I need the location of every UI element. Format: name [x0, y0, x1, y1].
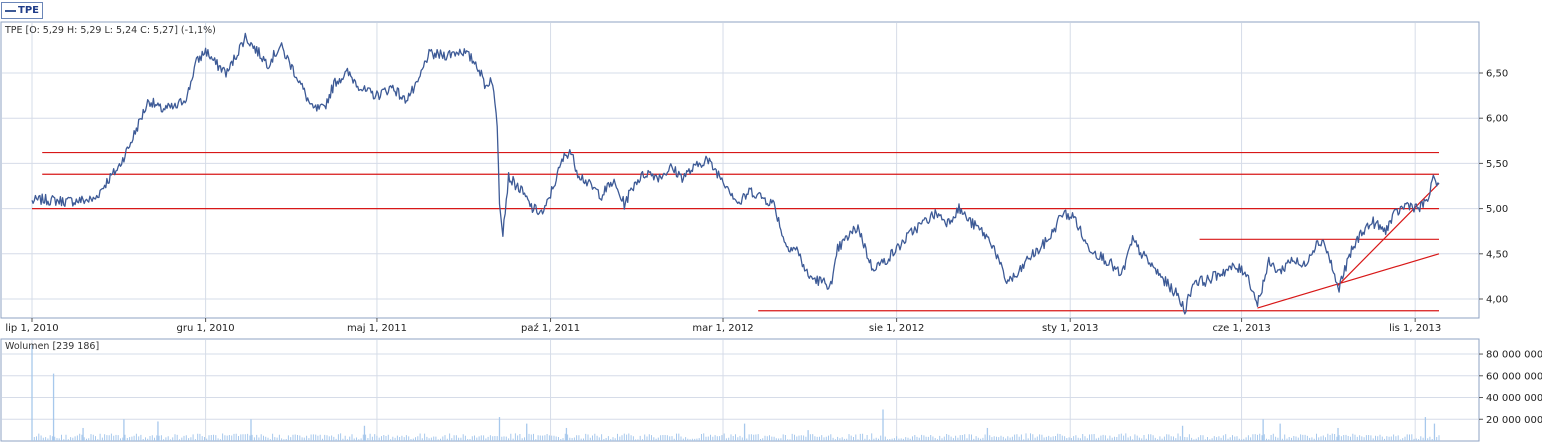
x-tick-label: sie 1, 2012 — [869, 323, 925, 334]
price-line — [31, 32, 1440, 315]
price-y-tick-label: 6,00 — [1486, 114, 1508, 125]
x-tick-label: cze 1, 2013 — [1212, 323, 1270, 334]
volume-bars — [31, 345, 1440, 441]
x-tick-label: maj 1, 2011 — [347, 323, 407, 334]
x-tick-label: sty 1, 2013 — [1042, 323, 1098, 334]
price-y-axis: 4,00 4,50 5,00 5,50 6,00 6,50 — [1479, 69, 1508, 306]
volume-y-tick-label: 60 000 000 — [1486, 371, 1542, 382]
price-info-label: TPE [O: 5,29 H: 5,29 L: 5,24 C: 5,27] (-… — [4, 25, 216, 36]
legend[interactable]: TPE — [1, 2, 43, 19]
trendline — [1257, 253, 1440, 309]
price-plot-frame — [0, 21, 1480, 319]
legend-swatch — [5, 9, 16, 12]
price-panel: 4,00 4,50 5,00 5,50 6,00 6,50 lip 1, 2010 gru … — [0, 21, 1508, 334]
volume-y-axis: 20 000 000 40 000 000 60 000 000 80 000 000 — [1479, 350, 1542, 426]
x-tick-label: paź 1, 2011 — [521, 322, 580, 334]
x-tick-label: gru 1, 2010 — [177, 323, 235, 334]
price-y-tick-label: 4,50 — [1486, 249, 1508, 260]
x-tick-label: mar 1, 2012 — [692, 323, 753, 334]
volume-plot-frame — [0, 338, 1480, 442]
volume-info-label: Wolumen [239 186] — [5, 341, 99, 352]
volume-y-tick-label: 20 000 000 — [1486, 415, 1542, 426]
price-y-tick-label: 5,50 — [1486, 159, 1508, 170]
volume-y-tick-label: 40 000 000 — [1486, 393, 1542, 404]
price-series — [31, 32, 1440, 315]
price-y-tick-label: 5,00 — [1486, 204, 1508, 215]
x-tick-label: lip 1, 2010 — [5, 323, 58, 334]
volume-panel: 20 000 000 40 000 000 60 000 000 80 000 000… — [0, 338, 1542, 442]
price-y-tick-label: 6,50 — [1486, 69, 1508, 80]
volume-y-tick-label: 80 000 000 — [1486, 350, 1542, 361]
x-tick-label: lis 1, 2013 — [1389, 323, 1441, 334]
x-axis: lip 1, 2010 gru 1, 2010 maj 1, 2011 paź 1, … — [5, 318, 1441, 334]
price-y-tick-label: 4,00 — [1486, 295, 1508, 306]
trendlines — [32, 151, 1440, 312]
trendline — [1337, 182, 1440, 286]
legend-label: TPE — [18, 5, 39, 16]
